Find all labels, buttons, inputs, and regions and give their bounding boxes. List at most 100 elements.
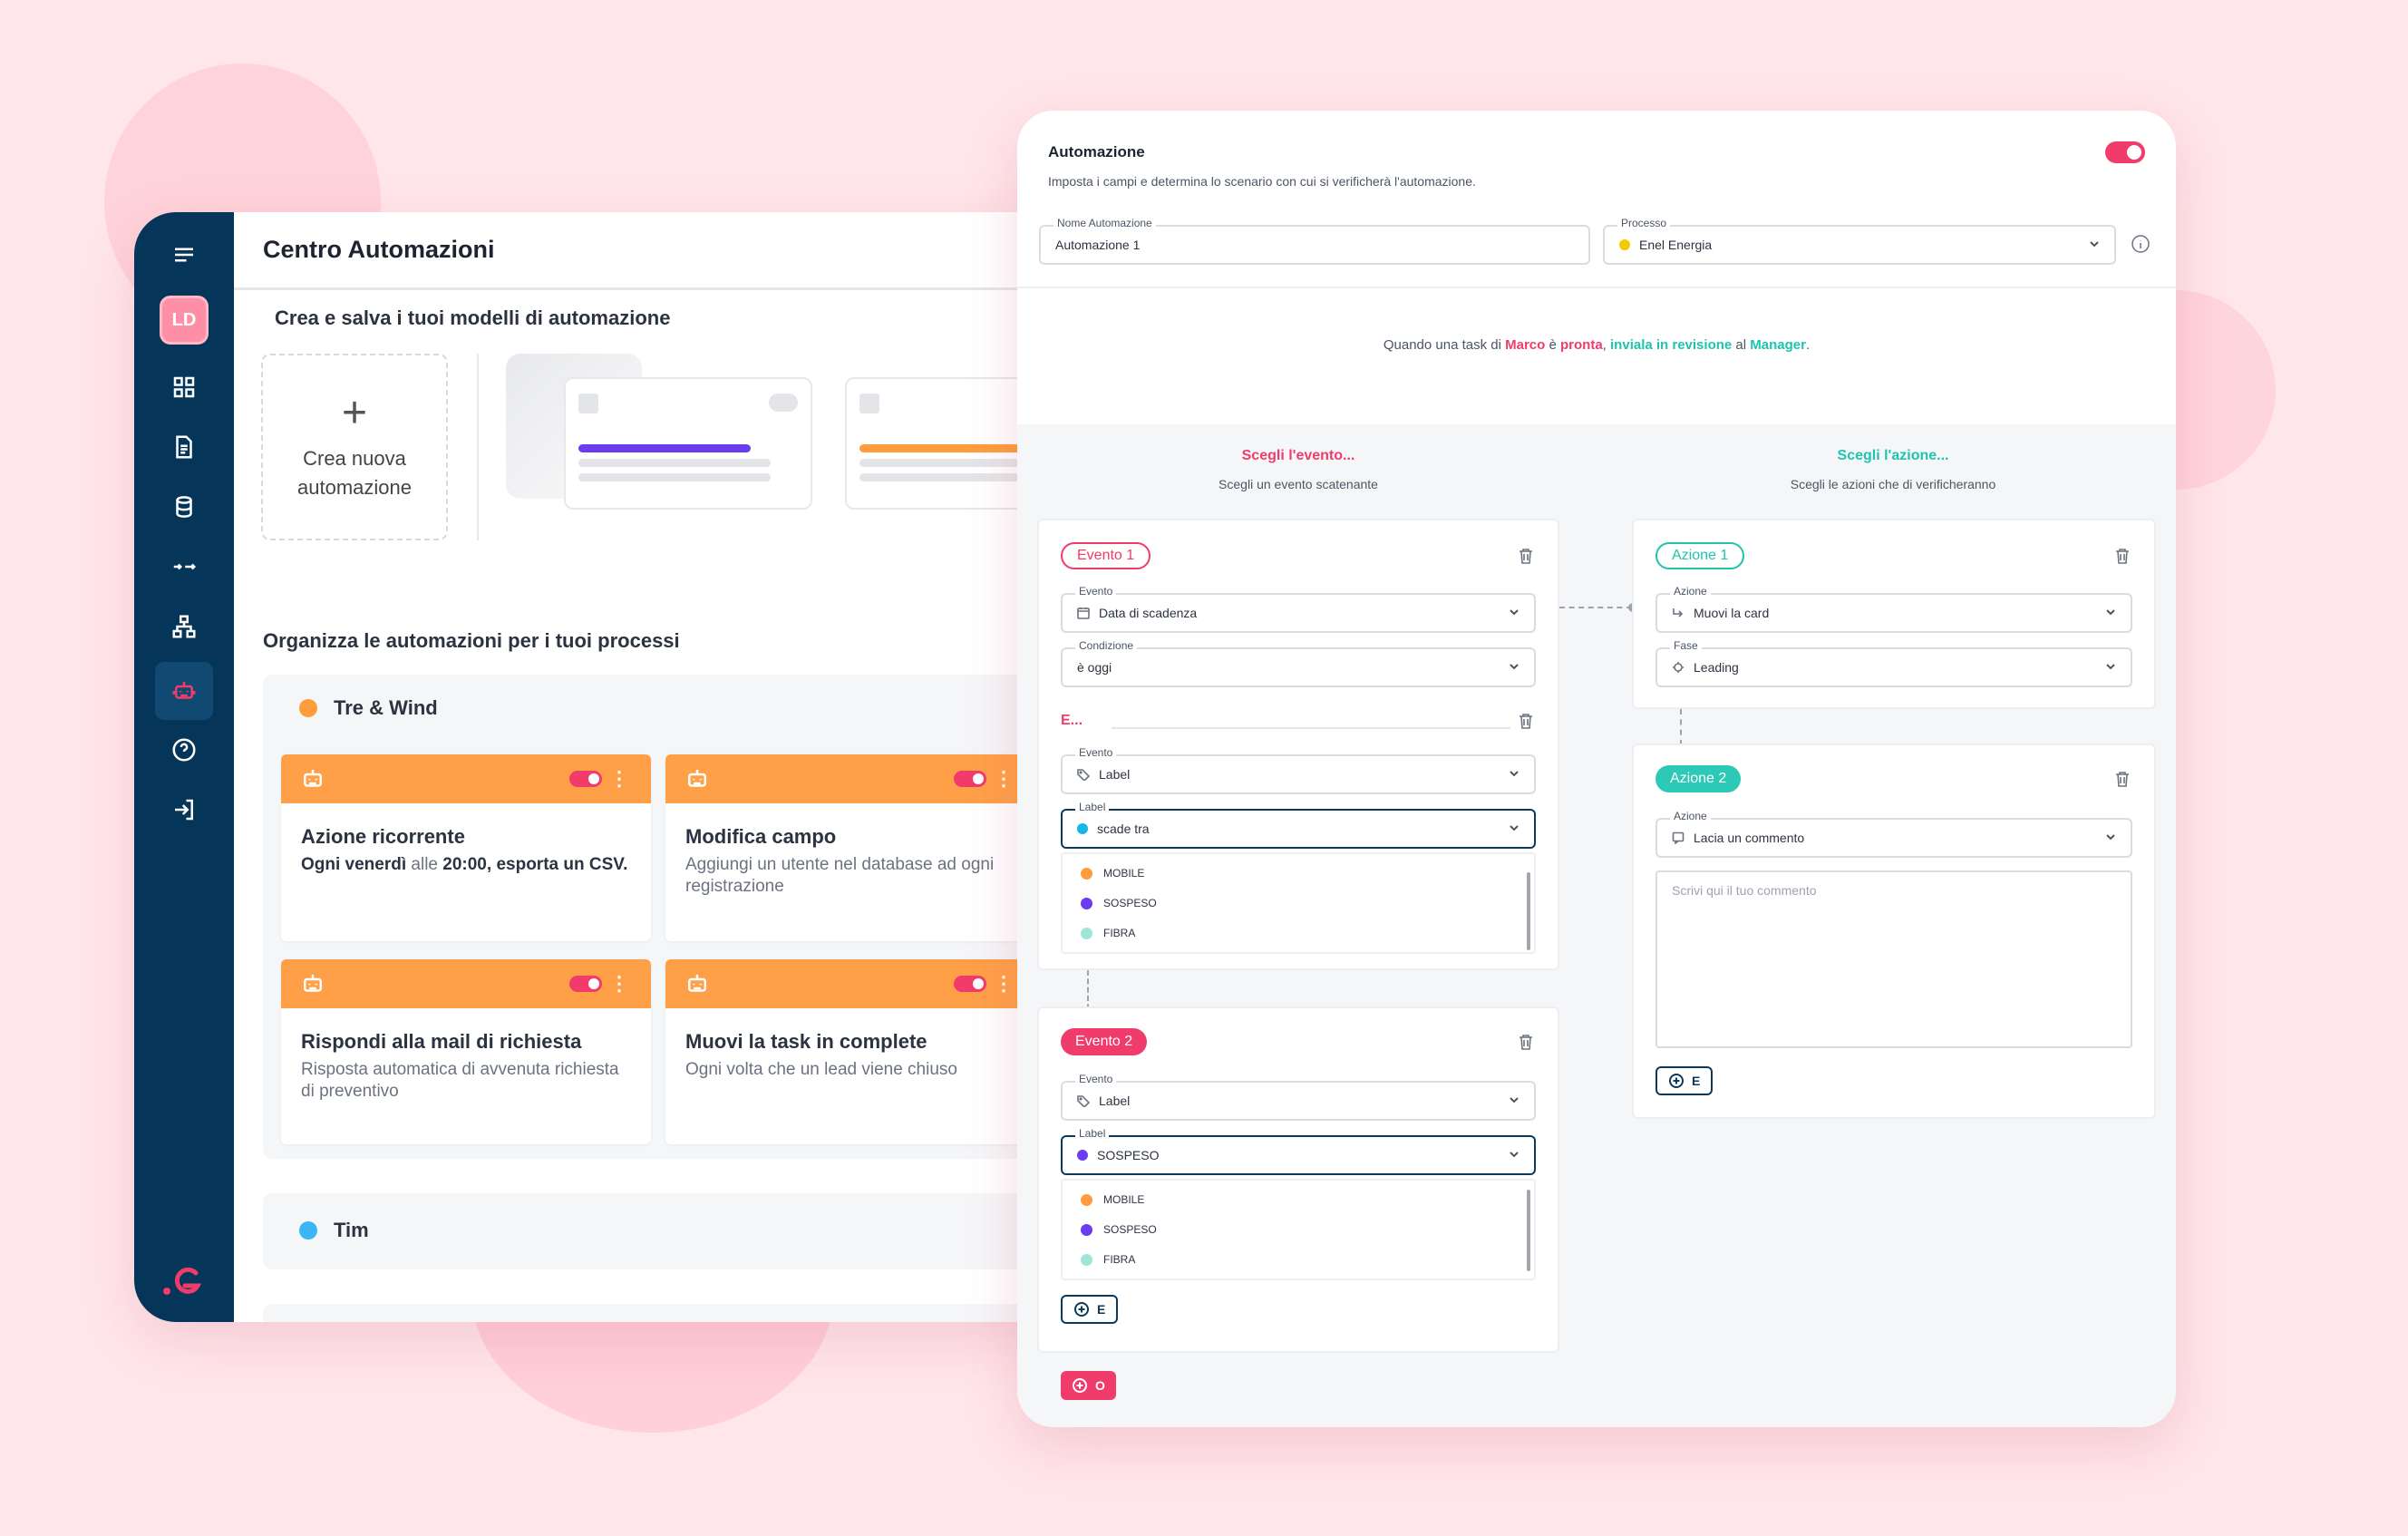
condition-select[interactable]: Condizione è oggi [1061,639,1536,687]
automation-card[interactable]: ⋮ Modifica campo Aggiungi un utente nel … [665,754,1035,941]
card-toggle[interactable] [569,976,602,992]
field-label: Processo [1617,217,1671,229]
summary-band [1017,288,2176,424]
option-item[interactable]: MOBILE [1081,1193,1144,1206]
event-select[interactable]: Evento Label [1061,1073,1536,1121]
flow-arrows-icon[interactable] [160,542,209,591]
hierarchy-icon[interactable] [160,602,209,651]
trash-icon[interactable] [1516,1032,1536,1052]
editor-header: Automazione Imposta i campi e determina … [1017,111,2176,288]
field-label: Evento [1075,585,1117,598]
robot-icon[interactable] [155,662,213,720]
field-value: Leading [1694,660,1739,675]
connector-line [1559,607,1632,608]
add-or-button[interactable]: O [1061,1371,1116,1400]
card-toggle[interactable] [569,771,602,787]
process-group: Tim [263,1193,1077,1269]
comment-textarea[interactable]: Scrivi qui il tuo commento [1656,870,2132,1048]
header: Centro Automazioni [234,212,1077,290]
field-value: è oggi [1077,660,1112,675]
group-color-dot [299,699,317,717]
tag-icon [1077,768,1090,781]
trash-icon[interactable] [1516,546,1536,566]
document-icon[interactable] [160,423,209,471]
trash-icon[interactable] [2112,769,2132,789]
process-group: Tre & Wind ⋮ Azione ricorrente Ogni vene… [263,675,1077,1159]
trash-icon[interactable] [1516,711,1536,731]
template-card[interactable] [564,377,812,510]
comment-icon [1672,831,1685,844]
connector-line [1680,709,1682,745]
scrollbar[interactable] [1527,1190,1530,1271]
chevron-down-icon [1509,821,1520,832]
editor-description: Imposta i campi e determina lo scenario … [1048,174,1476,189]
chevron-down-icon [1509,767,1520,778]
field-value: Lacia un commento [1694,831,1805,845]
page-title: Centro Automazioni [263,236,495,263]
field-label: Label [1075,801,1110,813]
event-select[interactable]: Evento Data di scadenza [1061,585,1536,633]
add-and-button[interactable]: E [1061,1295,1119,1324]
phase-select[interactable]: Fase Leading [1656,639,2132,687]
chevron-down-icon [1509,660,1520,671]
event-tag: Evento 1 [1061,542,1151,569]
chevron-down-icon [1509,606,1520,617]
card-toggle[interactable] [954,771,986,787]
group-header[interactable]: Tre & Wind [299,696,438,720]
event-tag: Evento 2 [1061,1028,1148,1055]
label-select[interactable]: Label SOSPESO [1061,1127,1536,1175]
avatar[interactable]: LD [160,296,209,345]
automation-toggle[interactable] [2105,141,2145,163]
action-select[interactable]: Azione Muovi la card [1656,585,2132,633]
robot-icon [304,975,322,992]
dashboard-icon[interactable] [160,363,209,412]
field-label: Nome Automazione [1054,217,1156,229]
option-item[interactable]: SOSPESO [1081,1223,1157,1236]
option-item[interactable]: SOSPESO [1081,897,1157,909]
process-color-dot [1619,239,1630,250]
event-select[interactable]: Evento Label [1061,746,1536,794]
more-icon[interactable]: ⋮ [609,767,629,790]
card-description: Ogni venerdì alle 20:00, esporta un CSV. [301,855,628,874]
field-label: Azione [1670,810,1711,822]
group-name: Tim [334,1219,369,1241]
brand-logo-icon [163,1267,202,1295]
plus-circle-icon [1669,1074,1684,1088]
field-value: Enel Energia [1639,238,1713,252]
tag-icon [1077,1094,1090,1107]
option-item[interactable]: FIBRA [1081,1253,1135,1266]
group-header[interactable]: Tim [299,1219,369,1242]
chevron-down-icon [2089,238,2100,248]
more-icon[interactable]: ⋮ [609,972,629,995]
database-icon[interactable] [160,482,209,531]
card-toggle[interactable] [954,976,986,992]
more-icon[interactable]: ⋮ [994,767,1014,790]
robot-icon [688,975,706,992]
menu-icon[interactable] [160,230,209,279]
create-automation-button[interactable]: + Crea nuova automazione [261,354,448,540]
automation-card[interactable]: ⋮ Muovi la task in complete Ogni volta c… [665,959,1035,1144]
connector-line [1087,970,1089,1026]
robot-icon [304,770,322,787]
process-select[interactable]: Processo Enel Energia [1603,217,2116,265]
option-item[interactable]: MOBILE [1081,867,1144,880]
scrollbar[interactable] [1527,872,1530,950]
help-icon[interactable] [160,725,209,774]
automation-card[interactable]: ⋮ Rispondi alla mail di richiesta Rispos… [281,959,651,1144]
field-value: Label [1099,767,1131,782]
option-item[interactable]: FIBRA [1081,927,1135,939]
automation-name-field[interactable]: Nome Automazione Automazione 1 [1039,217,1590,265]
field-label: Evento [1075,1073,1117,1085]
label-select[interactable]: Label scade tra [1061,801,1536,849]
trash-icon[interactable] [2112,546,2132,566]
field-value: Automazione 1 [1055,238,1141,252]
automation-card[interactable]: ⋮ Azione ricorrente Ogni venerdì alle 20… [281,754,651,941]
more-icon[interactable]: ⋮ [994,972,1014,995]
group-name: Tre & Wind [334,696,438,719]
robot-icon [688,770,706,787]
info-icon[interactable] [2131,234,2151,254]
add-and-button[interactable]: E [1656,1066,1714,1095]
card-title: Muovi la task in complete [685,1030,927,1053]
logout-icon[interactable] [160,785,209,834]
action-select[interactable]: Azione Lacia un commento [1656,810,2132,858]
